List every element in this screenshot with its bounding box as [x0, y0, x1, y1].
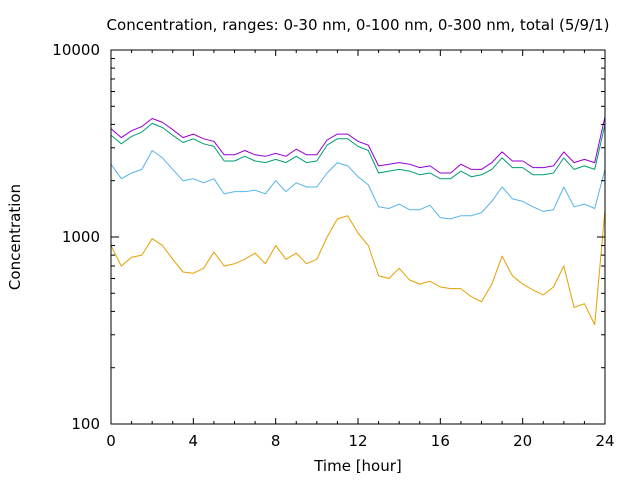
y-tick-label: 10000 — [52, 41, 100, 59]
x-tick-label: 0 — [106, 432, 116, 450]
y-axis-label: Concentration — [6, 184, 24, 290]
x-axis-label: Time [hour] — [313, 457, 402, 475]
series-line-2 — [110, 150, 606, 220]
x-tick-label: 8 — [271, 432, 281, 450]
x-tick-label: 16 — [431, 432, 450, 450]
x-tick-label: 20 — [513, 432, 532, 450]
series-line-1 — [110, 209, 606, 326]
x-tick-label: 12 — [348, 432, 367, 450]
plot-frame — [110, 49, 606, 425]
y-tick-label: 100 — [71, 415, 100, 433]
chart-title: Concentration, ranges: 0-30 nm, 0-100 nm… — [107, 16, 610, 34]
series-line-4 — [110, 116, 606, 174]
ticks-layer — [110, 49, 606, 425]
y-tick-label: 1000 — [62, 228, 100, 246]
series-layer — [110, 116, 606, 326]
x-tick-label: 24 — [595, 432, 614, 450]
tick-label-layer: 0 4 8 12 16 20 24 100 1000 10000 — [52, 41, 614, 450]
series-line-3 — [110, 122, 606, 180]
x-tick-label: 4 — [189, 432, 199, 450]
